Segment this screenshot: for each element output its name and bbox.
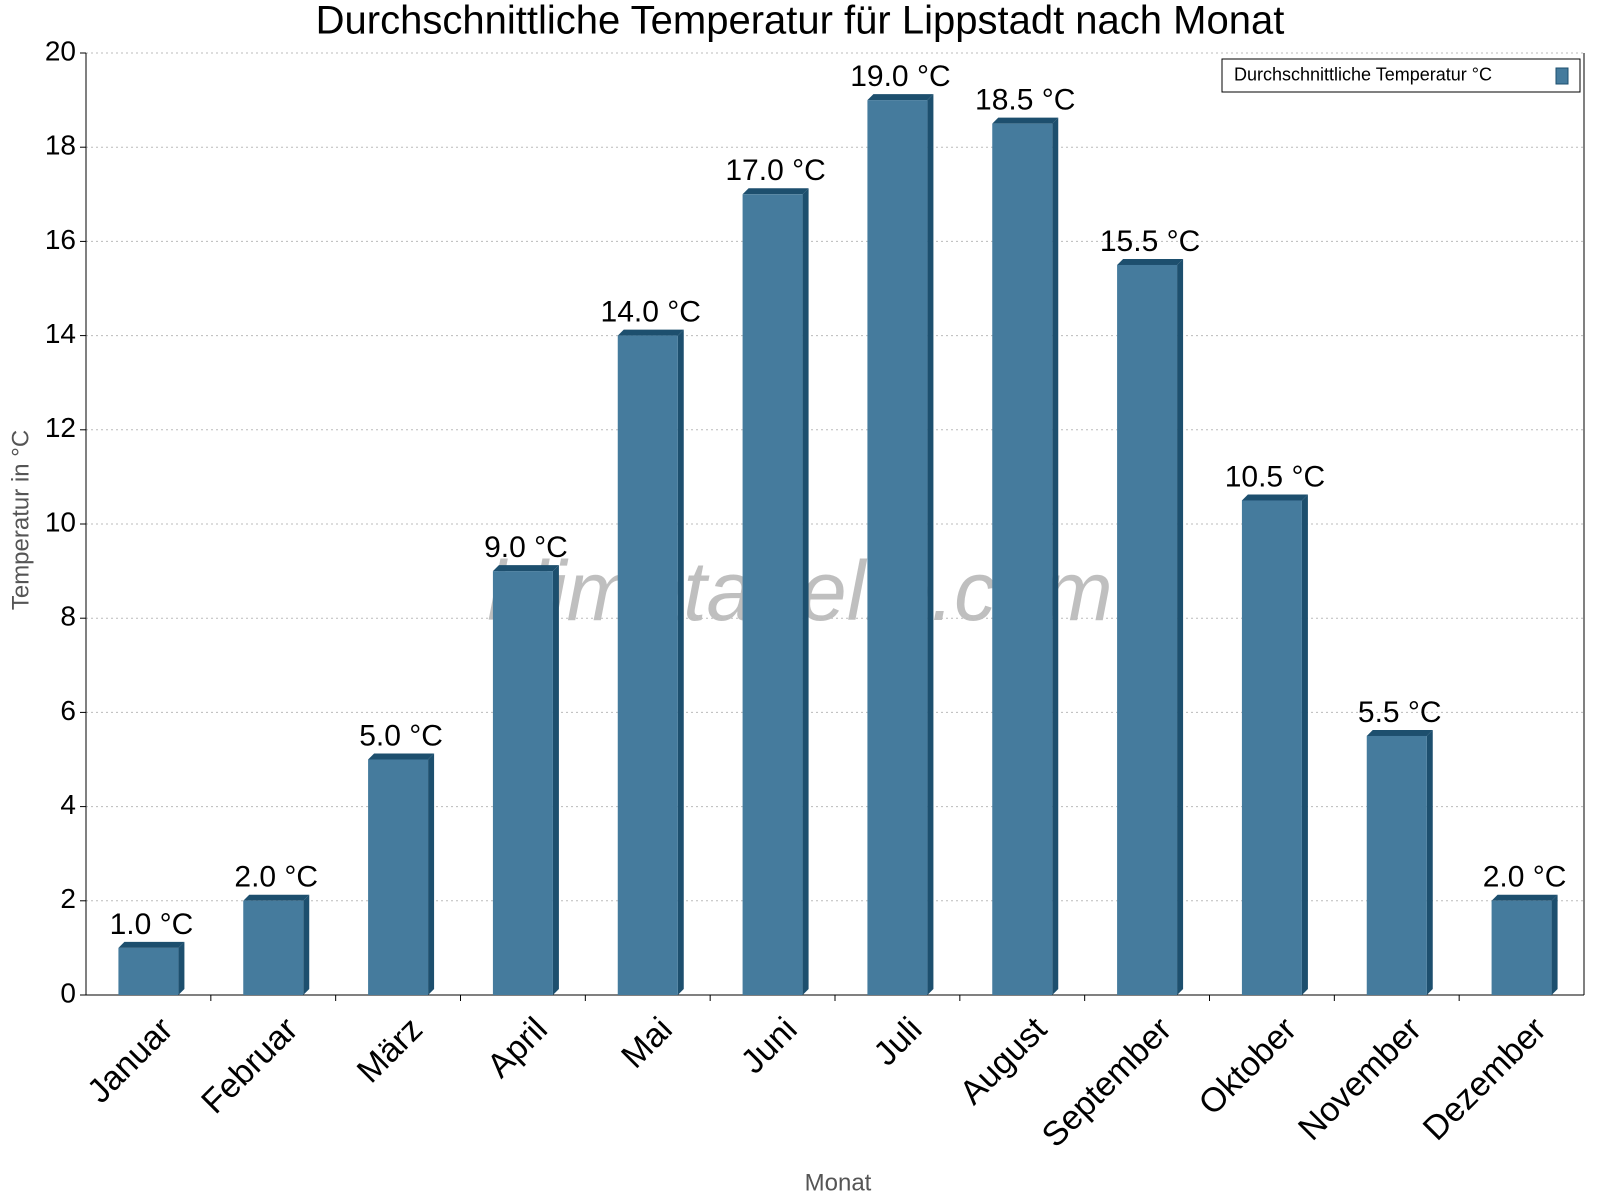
bar-top [617,329,684,336]
bar-side [552,565,559,995]
x-tick-label: September [1035,1010,1179,1154]
bar [492,571,553,995]
legend-label: Durchschnittliche Temperatur °C [1234,64,1492,84]
bar [243,900,304,995]
y-tick-label: 10 [45,506,76,537]
data-label: 2.0 °C [1483,861,1567,894]
y-tick-label: 14 [45,318,76,349]
bar-top [867,94,934,101]
bar-side [1551,894,1558,995]
bar-side [1052,117,1059,995]
bar [118,947,179,995]
data-label: 10.5 °C [1225,460,1325,493]
bar [368,759,429,995]
data-label: 14.0 °C [601,296,701,329]
bar-top [243,894,310,901]
y-tick-label: 4 [60,789,76,820]
data-label: 18.5 °C [975,84,1075,117]
bar-side [1177,258,1184,995]
x-tick-label: November [1291,1010,1429,1148]
data-label: 17.0 °C [725,154,825,187]
bar-side [178,941,185,995]
bar [992,123,1053,995]
data-label: 5.0 °C [359,719,443,752]
x-tick-label: Februar [194,1010,305,1121]
bar-top [1117,258,1184,265]
x-tick-label: Juli [866,1010,929,1073]
bar-top [742,188,809,195]
x-tick-label: Dezember [1416,1010,1554,1148]
y-tick-label: 6 [60,695,76,726]
y-tick-label: 2 [60,883,76,914]
bar-side [1301,494,1308,995]
x-tick-label: März [350,1010,430,1090]
bar-top [1491,894,1558,901]
y-tick-label: 8 [60,601,76,632]
y-tick-label: 20 [45,35,76,66]
bar-side [802,188,809,996]
bar-top [118,941,185,948]
bar-side [303,894,310,995]
data-label: 19.0 °C [850,60,950,93]
bar-top [992,117,1059,124]
bar [867,100,928,996]
legend-box [1221,58,1581,93]
y-tick-label: 12 [45,412,76,443]
x-axis-title: Monat [805,1169,872,1196]
bar-side [677,329,684,996]
bar-top [1366,729,1433,736]
y-tick-label: 18 [45,130,76,161]
y-tick-label: 0 [60,977,76,1008]
chart-title: Durchschnittliche Temperatur für Lippsta… [316,0,1285,43]
bar-top [492,565,559,572]
data-label: 1.0 °C [110,908,194,941]
bar [1491,900,1552,995]
data-label: 15.5 °C [1100,225,1200,258]
bar-side [927,94,934,996]
y-axis-title: Temperatur in °C [7,430,34,610]
x-tick-label: Mai [614,1010,680,1076]
bar [617,335,678,996]
bar-top [1241,494,1308,501]
bar-side [428,753,435,995]
bar-side [1426,729,1433,995]
bar [1241,500,1302,995]
y-tick-label: 16 [45,224,76,255]
data-label: 2.0 °C [234,861,318,894]
bar-top [368,753,435,760]
bar [742,194,803,996]
x-tick-label: August [953,1010,1055,1112]
x-tick-label: Juni [734,1010,805,1081]
data-label: 5.5 °C [1358,696,1442,729]
bar [1366,735,1427,995]
data-label: 9.0 °C [484,531,568,564]
legend-swatch [1555,67,1569,85]
x-tick-label: April [480,1010,555,1085]
x-tick-label: Oktober [1192,1010,1304,1122]
bar [1117,264,1178,995]
x-tick-label: Januar [80,1010,180,1110]
